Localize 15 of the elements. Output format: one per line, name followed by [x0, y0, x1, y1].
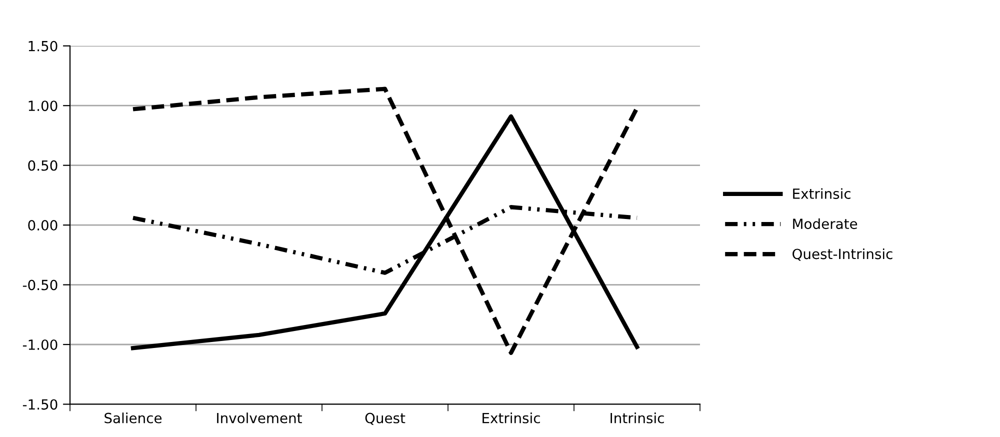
x-tick-label: Salience — [104, 412, 162, 424]
x-tick-label: Extrinsic — [482, 412, 540, 424]
x-tick-label: Intrinsic — [610, 412, 664, 424]
x-tick-label: Quest — [365, 412, 406, 425]
y-tick-label: -1.50 — [22, 399, 58, 410]
x-tick-label: Involvement — [217, 412, 302, 424]
y-tick-label: 1.00 — [28, 100, 58, 112]
legend-label: Extrinsic — [793, 188, 850, 199]
y-tick-label: 0.00 — [28, 220, 58, 231]
y-tick-label: -0.50 — [22, 280, 58, 290]
legend-label: Quest-Intrinsic — [792, 248, 892, 261]
y-tick-label: 1.50 — [28, 40, 58, 52]
legend-label: Moderate — [793, 218, 858, 230]
y-tick-label: -1.00 — [22, 339, 58, 350]
y-tick-label: 0.50 — [28, 160, 58, 171]
